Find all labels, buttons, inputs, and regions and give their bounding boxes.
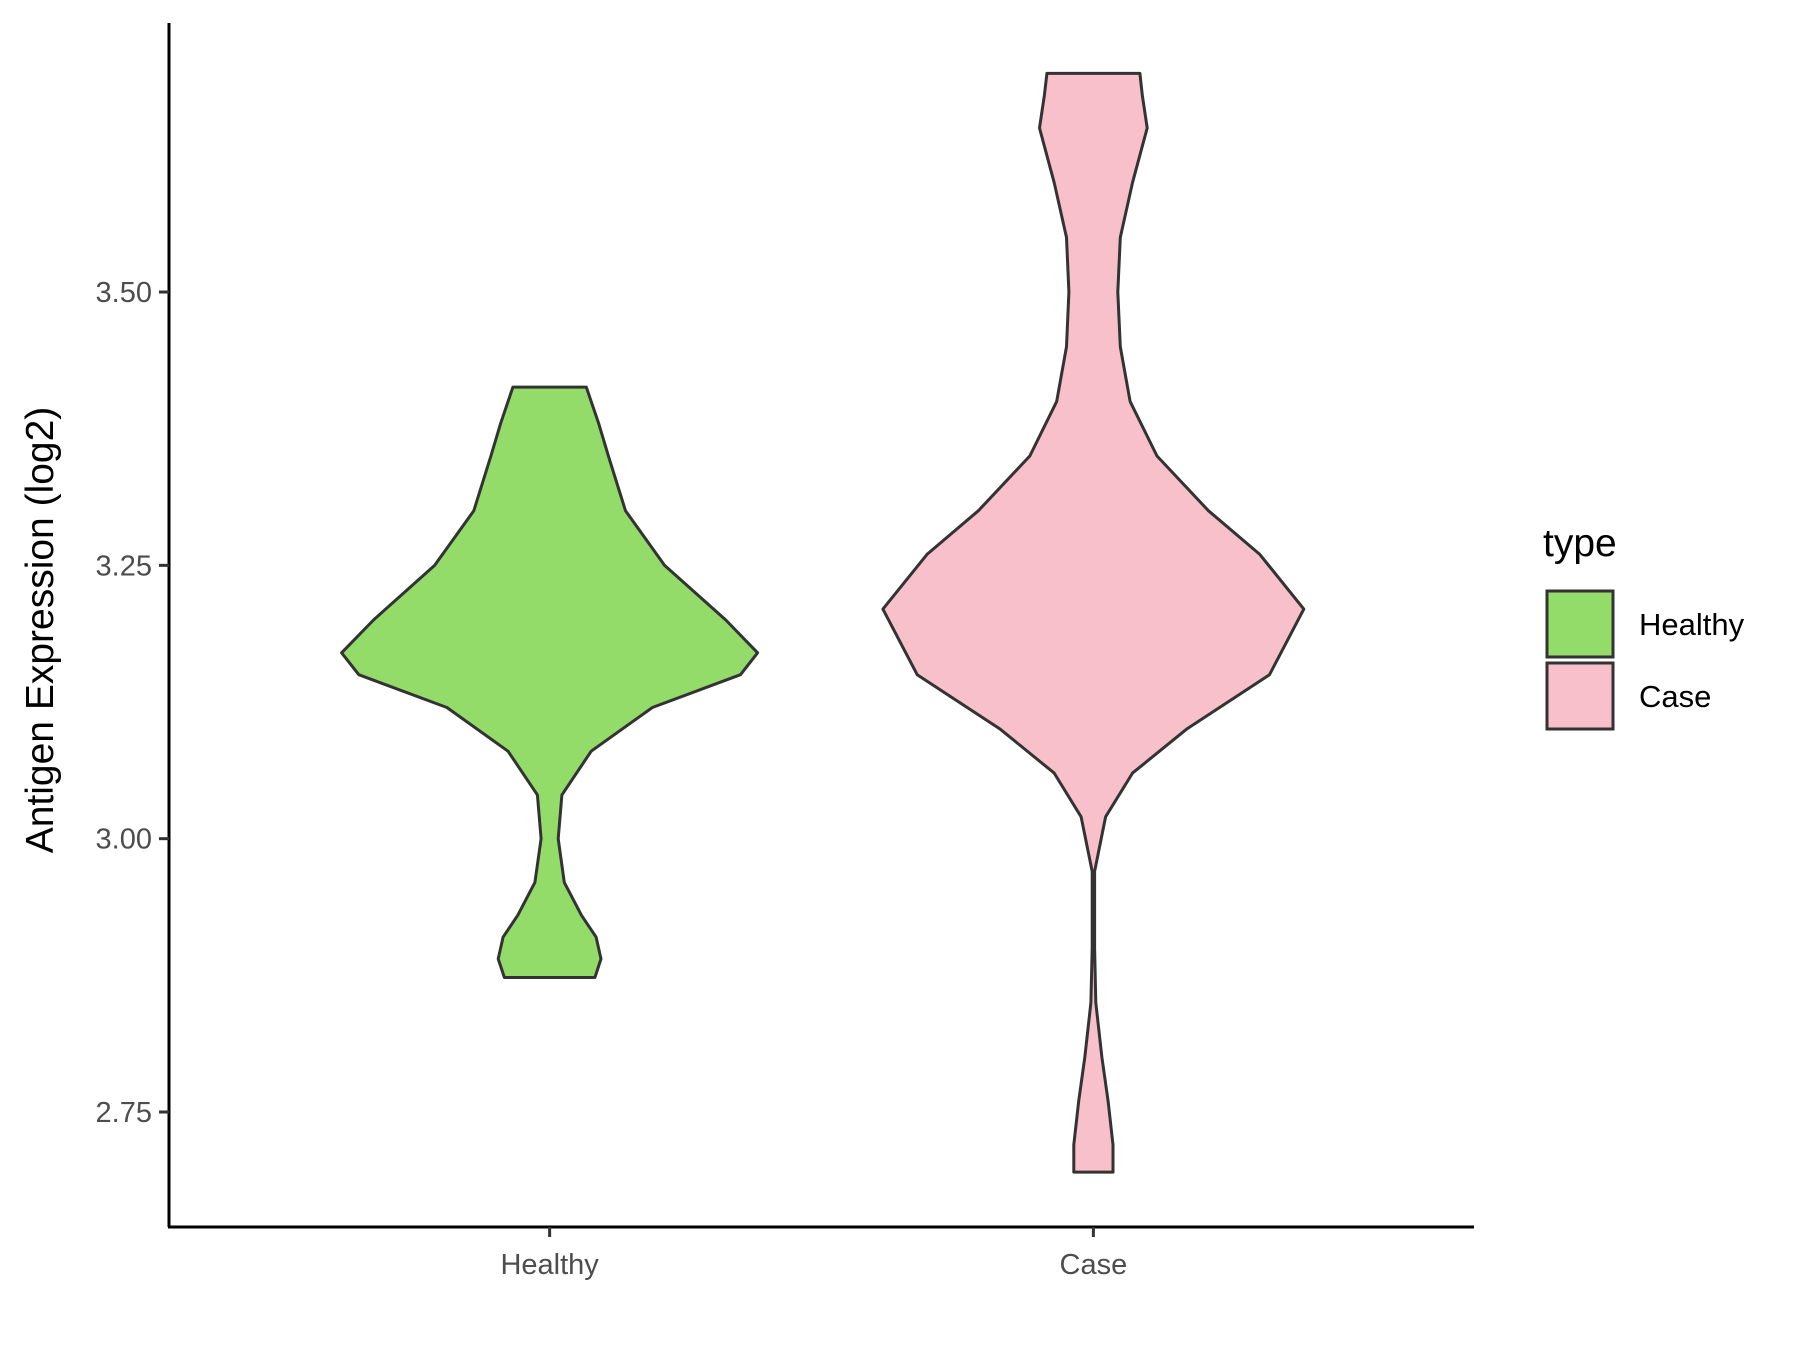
y-tick-label: 2.75 [96,1097,152,1129]
violin-layer [340,71,1306,1174]
legend-key-healthy [1545,589,1615,659]
legend-key-case [1545,661,1615,731]
legend-label-case: Case [1639,679,1711,714]
y-axis-ticks: 2.75 3.00 3.25 3.50 [96,277,169,1129]
legend-label-healthy: Healthy [1639,607,1745,642]
violin-healthy [340,385,760,979]
violin-case [881,71,1306,1174]
x-tick-label-healthy: Healthy [500,1249,599,1281]
y-tick-label: 3.25 [96,550,152,582]
x-axis-ticks: Healthy Case [500,1227,1127,1281]
legend: type Healthy Case [1543,522,1745,731]
y-tick-label: 3.50 [96,277,152,309]
legend-title: type [1543,522,1617,565]
x-tick-label-case: Case [1060,1249,1128,1281]
y-tick-label: 3.00 [96,824,152,856]
y-axis-title: Antigen Expression (log2) [19,407,62,854]
